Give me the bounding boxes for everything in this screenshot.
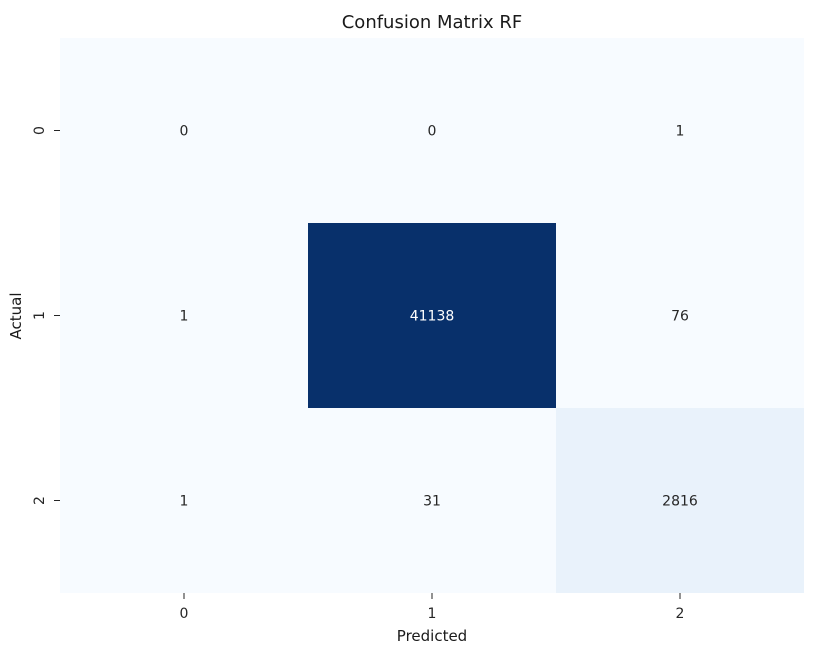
cell-value-label-0-0: 0: [180, 124, 189, 140]
heatmap-cell-2-1: [308, 408, 556, 593]
cell-value-label-0-2: 1: [676, 124, 685, 140]
cell-value-label-0-1: 0: [428, 124, 437, 140]
y-axis-ticks: 0 1 2: [32, 126, 60, 505]
x-tick-label: 0: [180, 606, 189, 622]
y-tick-label: 1: [32, 311, 48, 320]
chart-title: Confusion Matrix RF: [342, 12, 523, 33]
heatmap-cell-2-0: [60, 408, 308, 593]
heatmap-cell-0-2: [556, 38, 804, 223]
heatmap-cell-0-0: [60, 38, 308, 223]
y-tick-label: 2: [32, 496, 48, 505]
cell-value-label-2-2: 2816: [662, 494, 698, 510]
y-axis-label: Actual: [7, 293, 25, 340]
x-tick-label: 2: [676, 606, 685, 622]
heatmap-cell-1-1: [308, 223, 556, 408]
x-tick-label: 1: [428, 606, 437, 622]
heatmap-cell-1-2: [556, 223, 804, 408]
heatmap-cell-1-0: [60, 223, 308, 408]
heatmap-cells: 0 0 1 1 41138 76 1 31 2816: [60, 38, 804, 593]
cell-value-label-2-1: 31: [423, 494, 441, 510]
heatmap-cell-2-2: [556, 408, 804, 593]
cell-value-label-2-0: 1: [180, 494, 189, 510]
y-tick-label: 0: [32, 126, 48, 135]
x-axis-label: Predicted: [397, 627, 467, 645]
cell-value-label-1-0: 1: [180, 309, 189, 325]
cell-value-label-1-1: 41138: [410, 309, 455, 325]
x-axis-ticks: 0 1 2: [180, 593, 685, 622]
cell-value-label-1-2: 76: [671, 309, 689, 325]
heatmap-cell-0-1: [308, 38, 556, 223]
